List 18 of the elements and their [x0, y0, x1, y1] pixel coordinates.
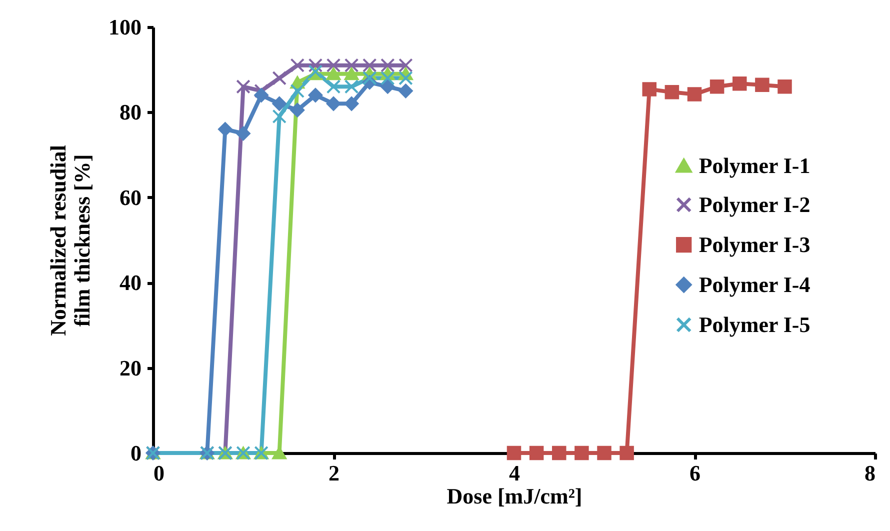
y-tick-label: 100 [108, 14, 142, 40]
legend-label: Polymer I-3 [698, 232, 810, 257]
y-axis-title: Normalized resudial film thickness [%] [46, 145, 94, 336]
x-tick-label: 6 [690, 460, 700, 486]
legend-label: Polymer I-4 [698, 272, 810, 297]
y-tick-label: 40 [120, 270, 142, 296]
y-tick-label: 80 [120, 100, 142, 125]
legend-label: Polymer I-2 [698, 192, 810, 217]
y-tick-label: 60 [120, 184, 142, 210]
legend-label: Polymer I-1 [698, 152, 810, 178]
y-tick-label: 20 [120, 355, 142, 380]
x-tick-label: 2 [328, 460, 340, 486]
x-tick-label: 4 [509, 460, 520, 486]
x-axis-title: Dose [mJ/cm²] [446, 484, 582, 508]
legend-label: Polymer I-5 [698, 312, 810, 337]
y-tick-label: 0 [130, 440, 142, 466]
x-tick-label: 0 [154, 460, 164, 486]
x-tick-label: 8 [864, 460, 876, 486]
